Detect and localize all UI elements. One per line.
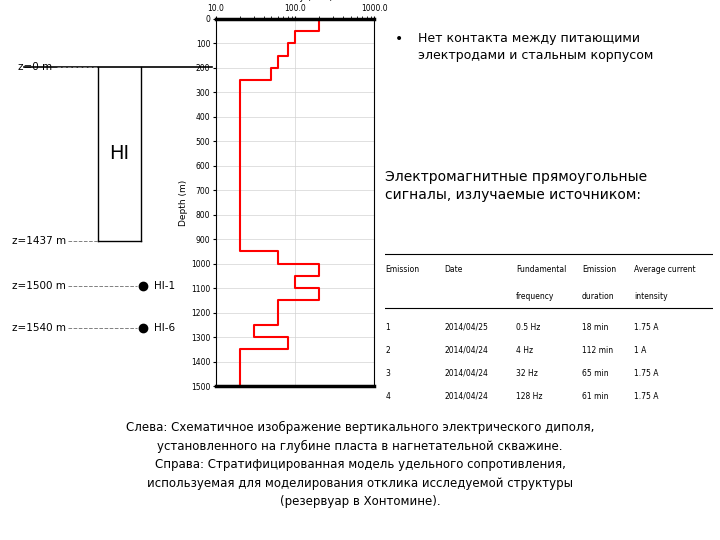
Text: 1 A: 1 A [634,346,647,355]
Text: 2014/04/24: 2014/04/24 [444,369,488,378]
Text: Date: Date [444,265,462,274]
Text: HI: HI [109,144,130,164]
Text: 4: 4 [385,392,390,401]
Text: Слева: Схематичное изображение вертикального электрического диполя,
установленно: Слева: Схематичное изображение вертикаль… [126,421,594,509]
Text: Emission: Emission [582,265,616,274]
Text: z=0 m: z=0 m [18,62,52,72]
Text: 3: 3 [385,369,390,378]
Text: Emission: Emission [385,265,419,274]
Text: 1.75 A: 1.75 A [634,323,659,332]
Text: frequency: frequency [516,292,554,301]
Text: z=1540 m: z=1540 m [12,323,66,333]
Text: 2014/04/24: 2014/04/24 [444,346,488,355]
Text: z=1500 m: z=1500 m [12,281,66,291]
Text: Нет контакта между питающими
электродами и стальным корпусом: Нет контакта между питающими электродами… [418,31,653,62]
Text: 2: 2 [385,346,390,355]
Text: Fundamental: Fundamental [516,265,567,274]
Text: intensity: intensity [634,292,668,301]
Y-axis label: Depth (m): Depth (m) [179,179,189,226]
Text: 65 min: 65 min [582,369,608,378]
Text: duration: duration [582,292,614,301]
X-axis label: Resistivity (Ω·m): Resistivity (Ω·m) [258,0,333,2]
Text: Электромагнитные прямоугольные
сигналы, излучаемые источником:: Электромагнитные прямоугольные сигналы, … [385,170,647,202]
Text: 32 Hz: 32 Hz [516,369,538,378]
Text: HI-1: HI-1 [154,281,175,291]
Text: 1.75 A: 1.75 A [634,369,659,378]
Text: 1.75 A: 1.75 A [634,392,659,401]
Text: 61 min: 61 min [582,392,608,401]
Text: Average current: Average current [634,265,696,274]
Text: 0.5 Hz: 0.5 Hz [516,323,541,332]
Text: 4 Hz: 4 Hz [516,346,534,355]
Text: HI-6: HI-6 [154,323,175,333]
Text: 128 Hz: 128 Hz [516,392,543,401]
Text: z=1437 m: z=1437 m [12,236,66,246]
Text: 2014/04/24: 2014/04/24 [444,392,488,401]
Text: 18 min: 18 min [582,323,608,332]
Text: •: • [395,31,403,45]
Text: 2014/04/25: 2014/04/25 [444,323,488,332]
Text: 1: 1 [385,323,390,332]
Text: 112 min: 112 min [582,346,613,355]
